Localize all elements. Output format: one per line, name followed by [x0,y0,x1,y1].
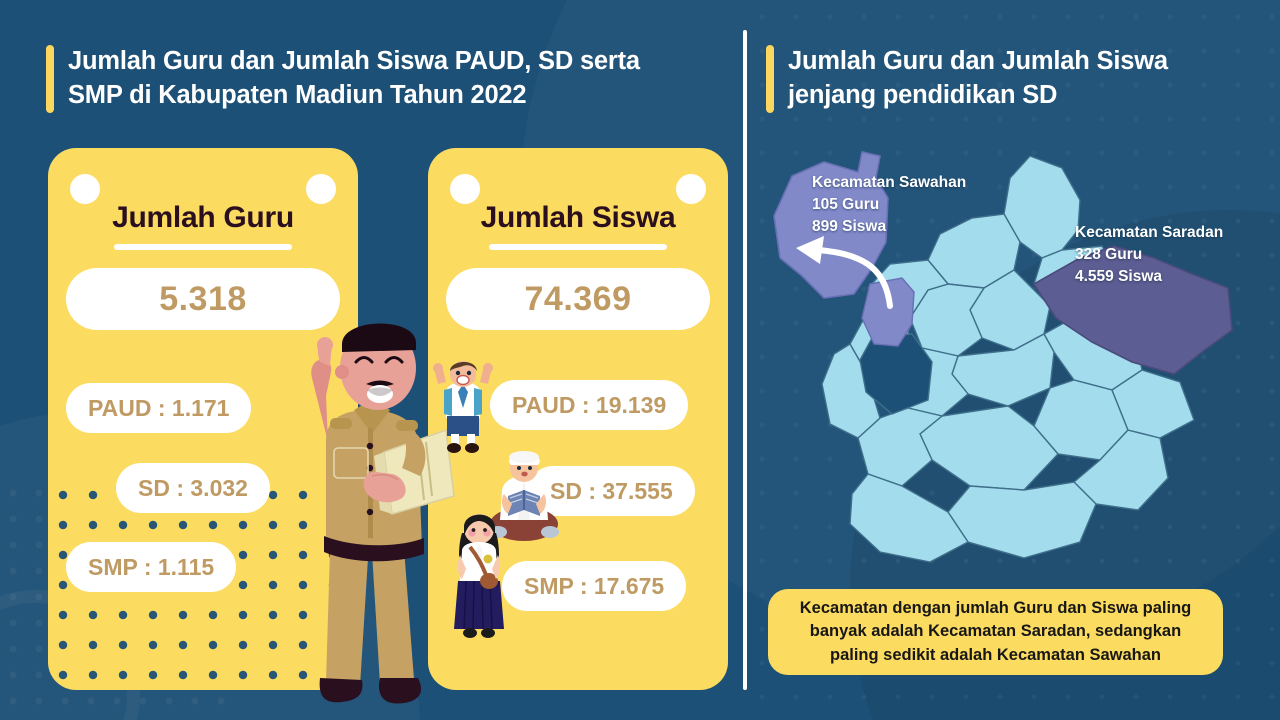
stat-pill-guru-smp: SMP : 1.115 [66,542,237,592]
card-title-guru: Jumlah Guru [112,201,294,234]
map-label-sawahan: Kecamatan Sawahan 105 Guru 899 Siswa [812,174,967,235]
stat-pill-siswa-paud: PAUD : 19.139 [490,380,689,430]
total-value-siswa: 74.369 [524,279,632,318]
map-district-dark [859,333,933,415]
map-district [1111,369,1195,439]
map-callout-arrow [815,247,893,309]
card-jumlah-siswa: Jumlah Siswa 74.369 PAUD : 19.139 SD : 3… [428,148,728,690]
map-region-sawahan-inset [861,277,915,347]
card-punch-hole-right [306,174,336,204]
card-title-underline [114,244,292,250]
card-punch-hole-left [450,174,480,204]
stat-pill-guru-sd: SD : 3.032 [116,463,270,513]
map-district [947,481,1097,559]
kabupaten-madiun-map[interactable] [762,138,1262,578]
stat-label-guru-smp: SMP : 1.115 [88,553,215,580]
map-callout-arrowhead [796,236,824,264]
total-pill-siswa: 74.369 [446,268,710,330]
card-punch-hole-left [70,174,100,204]
stat-pill-siswa-sd: SD : 37.555 [528,466,695,516]
total-value-guru: 5.318 [159,279,247,318]
left-panel-title: Jumlah Guru dan Jumlah Siswa PAUD, SD se… [46,45,726,113]
card-punch-hole-right [676,174,706,204]
right-panel-title: Jumlah Guru dan Jumlah Siswa jenjang pen… [766,45,1236,113]
card-title-siswa: Jumlah Siswa [480,201,676,234]
title-accent-bar-right [766,45,774,113]
title-accent-bar-left [46,45,54,113]
stat-pill-guru-paud: PAUD : 1.171 [66,383,252,433]
map-caption-box: Kecamatan dengan jumlah Guru dan Siswa p… [768,589,1223,675]
stat-pill-siswa-smp: SMP : 17.675 [502,561,687,611]
panel-divider [743,30,747,690]
stat-label-guru-paud: PAUD : 1.171 [88,394,230,421]
total-pill-guru: 5.318 [66,268,340,330]
map-district [849,473,970,563]
map-label-saradan: Kecamatan Saradan 328 Guru 4.559 Siswa [1075,224,1224,285]
stat-label-siswa-smp: SMP : 17.675 [524,572,665,599]
map-caption-text: Kecamatan dengan jumlah Guru dan Siswa p… [799,598,1192,664]
right-panel-title-text: Jumlah Guru dan Jumlah Siswa jenjang pen… [788,47,1168,109]
stat-label-siswa-sd: SD : 37.555 [550,477,673,504]
stat-label-siswa-paud: PAUD : 19.139 [512,391,667,418]
card-jumlah-guru: Jumlah Guru 5.318 PAUD : 1.171 SD : 3.03… [48,148,358,690]
stat-label-guru-sd: SD : 3.032 [138,474,248,501]
card-title-underline [489,244,667,250]
map-region-saradan [1032,245,1233,375]
left-panel-title-text: Jumlah Guru dan Jumlah Siswa PAUD, SD se… [68,47,640,109]
